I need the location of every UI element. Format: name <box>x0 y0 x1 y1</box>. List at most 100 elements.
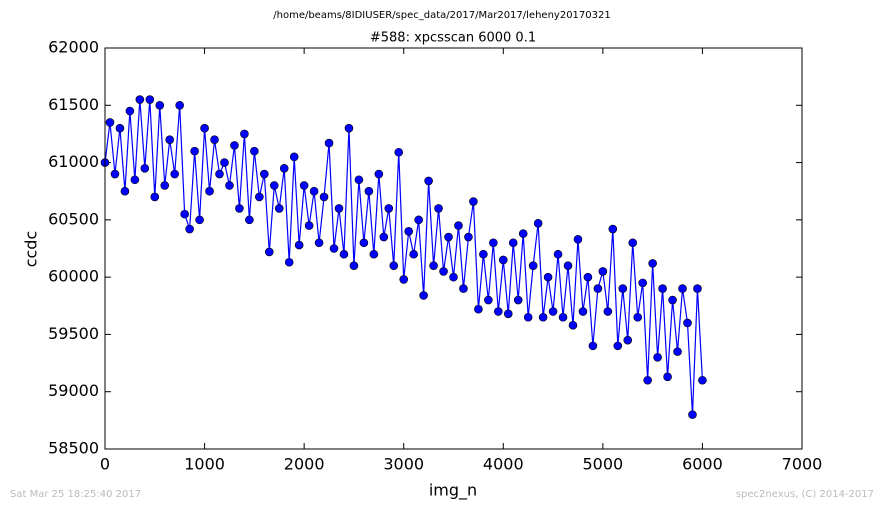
data-point <box>533 218 543 228</box>
data-point <box>459 284 468 293</box>
data-point <box>474 304 483 314</box>
chart-suptitle: /home/beams/8IDIUSER/spec_data/2017/Mar2… <box>273 10 610 21</box>
data-point <box>454 221 463 230</box>
data-point <box>160 181 170 190</box>
data-point <box>484 295 493 305</box>
data-point <box>588 341 598 351</box>
data-point <box>578 307 588 316</box>
data-point <box>220 158 229 167</box>
data-point <box>235 204 244 213</box>
data-point <box>528 261 538 270</box>
data-point <box>424 176 433 186</box>
y-tick-label: 62000 <box>48 38 99 57</box>
x-tick-label: 7000 <box>782 455 823 474</box>
data-point <box>613 341 623 351</box>
data-point <box>399 275 409 284</box>
data-point <box>568 320 578 330</box>
data-point <box>673 347 682 356</box>
data-point <box>563 261 573 270</box>
data-point <box>349 261 359 270</box>
data-point <box>210 135 219 144</box>
data-point <box>394 147 404 157</box>
footer-left: Sat Mar 25 18:25:40 2017 <box>10 489 141 500</box>
data-point <box>518 229 528 238</box>
data-point <box>329 244 339 253</box>
data-point <box>269 181 279 190</box>
data-point <box>479 249 488 259</box>
data-point <box>429 261 438 270</box>
data-point <box>693 284 702 293</box>
data-point <box>250 146 259 156</box>
data-point <box>369 249 379 259</box>
data-point <box>155 100 165 110</box>
data-point <box>180 209 189 219</box>
x-tick-label: 6000 <box>682 455 723 474</box>
data-point <box>215 169 224 179</box>
y-tick-label: 60500 <box>48 209 99 228</box>
plot-frame <box>104 47 803 450</box>
data-point <box>643 375 652 385</box>
y-tick-label: 61000 <box>48 152 99 171</box>
x-tick-label: 4000 <box>483 455 524 474</box>
data-point <box>384 204 394 213</box>
data-point <box>190 146 199 156</box>
data-point <box>523 312 533 322</box>
data-point <box>364 186 374 196</box>
data-point <box>264 247 274 257</box>
data-point <box>150 192 160 202</box>
data-point <box>130 175 140 185</box>
data-point <box>374 169 384 179</box>
data-point <box>299 181 309 190</box>
y-axis-label: ccdc <box>22 231 41 268</box>
data-point <box>494 307 503 316</box>
data-point <box>359 238 369 248</box>
data-point <box>648 259 657 268</box>
data-point <box>503 309 513 319</box>
data-point <box>230 141 239 150</box>
data-point <box>200 123 209 133</box>
data-point <box>279 164 289 173</box>
y-tick-label: 59000 <box>48 381 99 400</box>
chart-title: #588: xpcsscan 6000 0.1 <box>370 31 536 46</box>
data-point <box>135 95 145 104</box>
data-point <box>120 186 130 196</box>
data-point <box>683 318 692 328</box>
x-tick-label: 5000 <box>582 455 623 474</box>
data-point <box>553 249 563 259</box>
data-point <box>543 272 553 282</box>
data-point <box>354 175 364 185</box>
data-point <box>464 232 473 242</box>
y-tick-label: 59500 <box>48 324 99 343</box>
y-tick-label: 61500 <box>48 95 99 114</box>
data-point <box>658 284 667 293</box>
data-point <box>284 257 294 267</box>
data-point <box>678 284 687 293</box>
data-point <box>449 272 458 282</box>
data-point <box>444 232 453 242</box>
data-point <box>185 224 194 234</box>
data-point <box>140 164 150 173</box>
data-point <box>608 224 618 234</box>
x-tick-label: 0 <box>100 455 110 474</box>
data-point <box>513 295 523 305</box>
data-point <box>304 221 314 230</box>
x-tick-label: 1000 <box>184 455 225 474</box>
data-point <box>633 312 643 322</box>
data-point <box>434 204 443 213</box>
data-point <box>294 240 304 250</box>
data-point <box>573 235 583 244</box>
data-point <box>319 192 329 202</box>
data-point <box>628 238 638 248</box>
data-point <box>603 307 613 316</box>
data-point <box>105 118 115 127</box>
data-point <box>558 312 568 322</box>
footer-right: spec2nexus, (C) 2014-2017 <box>736 489 874 500</box>
data-point <box>489 238 498 248</box>
data-point <box>324 138 334 148</box>
data-point <box>225 181 234 190</box>
data-point <box>165 135 175 144</box>
data-point <box>240 129 249 139</box>
data-point <box>583 272 593 282</box>
data-point <box>110 169 120 179</box>
